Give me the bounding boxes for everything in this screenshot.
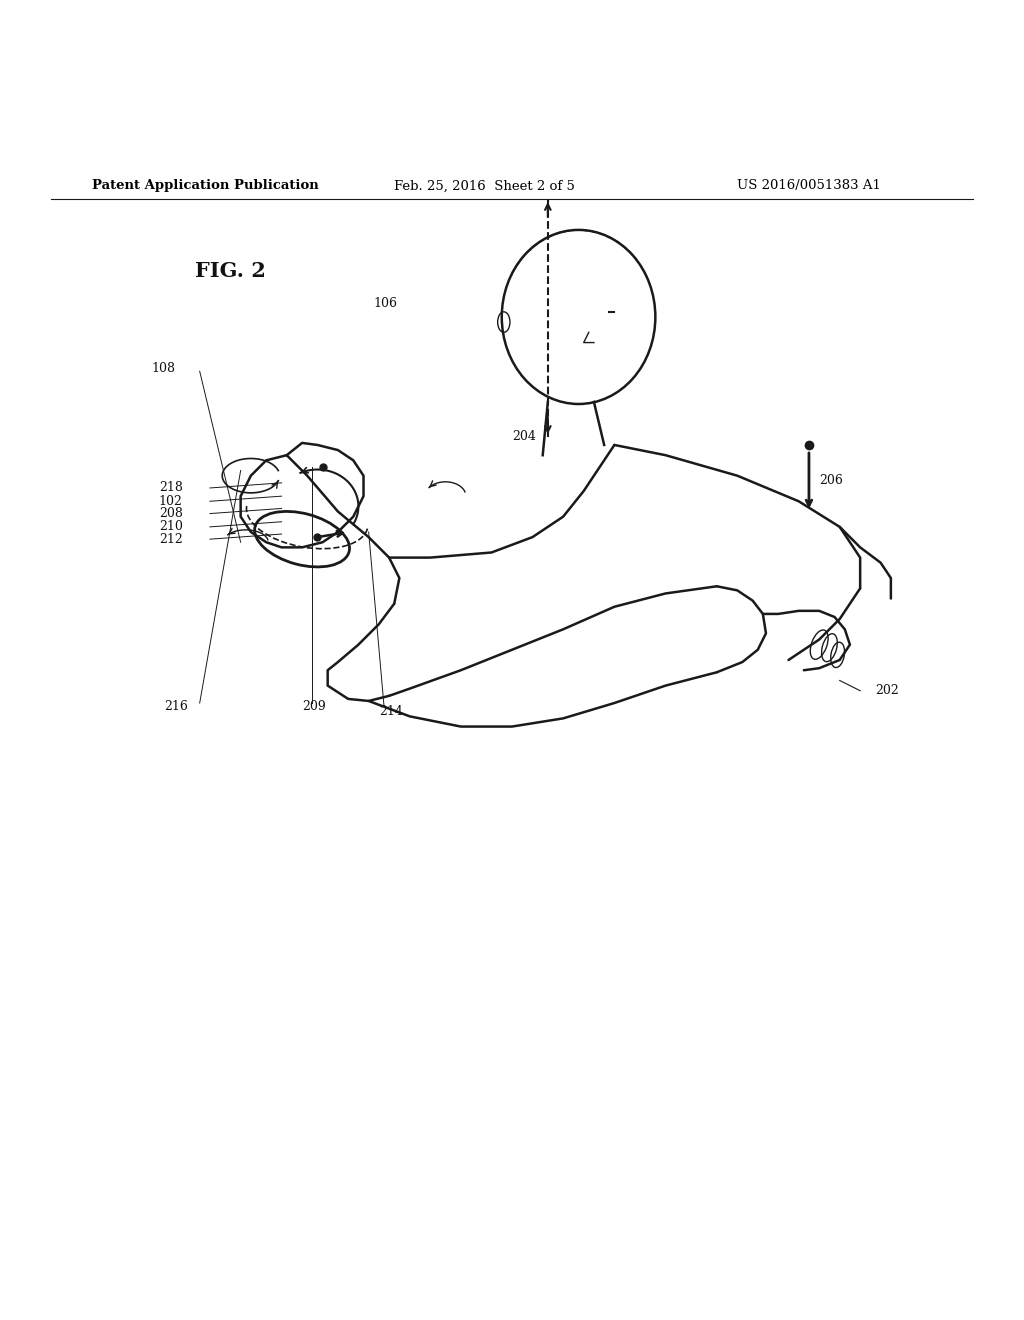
Text: 206: 206 [819,474,843,487]
Text: 212: 212 [159,533,182,545]
Text: Patent Application Publication: Patent Application Publication [92,180,318,193]
Text: 102: 102 [159,495,182,508]
Text: Feb. 25, 2016  Sheet 2 of 5: Feb. 25, 2016 Sheet 2 of 5 [394,180,575,193]
Text: 204: 204 [512,430,536,444]
Text: 216: 216 [164,700,187,713]
Text: US 2016/0051383 A1: US 2016/0051383 A1 [737,180,882,193]
Text: 208: 208 [159,507,182,520]
Text: 218: 218 [159,482,182,495]
Text: 108: 108 [152,362,175,375]
Text: FIG. 2: FIG. 2 [195,261,265,281]
Text: 202: 202 [876,684,899,697]
Text: 106: 106 [374,297,397,310]
Text: 210: 210 [159,520,182,533]
Text: 209: 209 [302,700,326,713]
Text: 214: 214 [379,705,402,718]
